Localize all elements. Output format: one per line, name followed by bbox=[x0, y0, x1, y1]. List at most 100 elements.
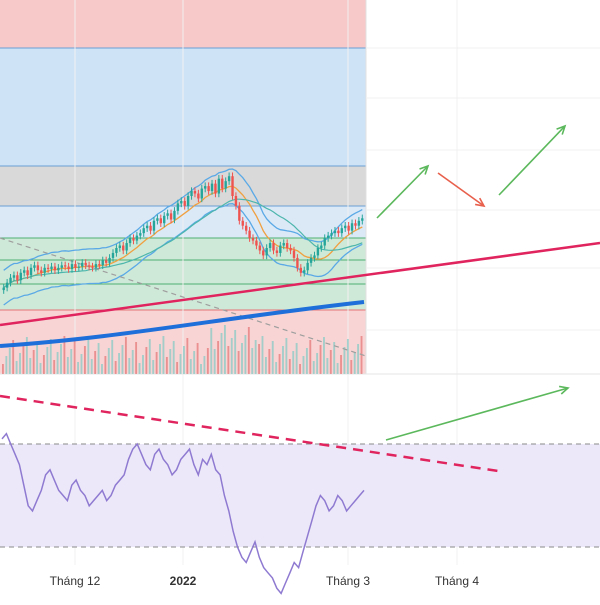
candle-body bbox=[282, 243, 285, 246]
candle-body bbox=[26, 270, 29, 276]
candle-body bbox=[285, 243, 289, 248]
volume-bar bbox=[234, 330, 237, 374]
forecast-arrow-up-2 bbox=[498, 125, 566, 196]
volume-bar bbox=[29, 358, 32, 374]
candle-body bbox=[210, 183, 214, 192]
candle-body bbox=[268, 243, 272, 248]
candle-body bbox=[19, 272, 22, 281]
volume-bar bbox=[15, 361, 18, 374]
volume-bar bbox=[159, 344, 161, 374]
volume-bar bbox=[39, 363, 42, 374]
volume-bar bbox=[319, 345, 322, 374]
volume-bar bbox=[210, 328, 213, 374]
candle-body bbox=[224, 181, 227, 189]
candle-body bbox=[347, 225, 350, 231]
candle-body bbox=[50, 266, 53, 270]
volume-bar bbox=[247, 327, 250, 374]
ma-teal bbox=[3, 198, 363, 289]
candle-body bbox=[36, 265, 40, 271]
volume-bar bbox=[142, 355, 144, 374]
volume-bar bbox=[217, 341, 220, 374]
candle-body bbox=[91, 266, 94, 268]
candle-body bbox=[132, 238, 135, 241]
x-tick-label: Tháng 3 bbox=[326, 574, 370, 588]
candle-body bbox=[265, 248, 268, 256]
bollinger-lower bbox=[3, 203, 363, 306]
volume-bar bbox=[278, 354, 281, 374]
volume-bar bbox=[104, 356, 107, 374]
candle-body bbox=[350, 223, 354, 231]
volume-bar bbox=[254, 340, 257, 374]
candle-body bbox=[275, 250, 279, 253]
candle-body bbox=[221, 178, 224, 189]
candle-body bbox=[12, 275, 16, 278]
candle-body bbox=[43, 267, 46, 273]
candle-body bbox=[152, 220, 156, 231]
candle-body bbox=[81, 262, 84, 267]
candle-body bbox=[111, 252, 115, 258]
candle-body bbox=[5, 282, 9, 288]
candle-body bbox=[337, 230, 340, 234]
candle-body bbox=[231, 176, 234, 196]
candle-body bbox=[289, 248, 292, 251]
candle-body bbox=[309, 257, 313, 263]
candle-body bbox=[9, 277, 12, 283]
volume-bar bbox=[200, 364, 202, 374]
volume-bar bbox=[323, 337, 325, 374]
volume-bar bbox=[70, 349, 73, 374]
candle-body bbox=[330, 233, 333, 236]
volume-bar bbox=[46, 347, 49, 374]
volume-bar bbox=[77, 362, 80, 374]
candle-body bbox=[149, 225, 152, 231]
candle-body bbox=[214, 183, 217, 194]
volume-bar bbox=[121, 345, 124, 374]
volume-bar bbox=[80, 354, 83, 374]
candle-body bbox=[197, 193, 200, 199]
candle-body bbox=[115, 248, 118, 253]
volume-bar bbox=[305, 348, 308, 374]
volume-bar bbox=[32, 350, 35, 374]
volume-bar bbox=[244, 335, 247, 374]
candle-body bbox=[84, 262, 87, 266]
volume-bar bbox=[223, 325, 226, 374]
volume-bar bbox=[53, 360, 56, 374]
candle-body bbox=[180, 200, 183, 204]
candle-body bbox=[33, 265, 36, 268]
candle-body bbox=[357, 220, 361, 226]
volume-bar bbox=[326, 358, 329, 374]
volume-bar bbox=[2, 364, 4, 374]
forecast-arrow-up-1 bbox=[376, 165, 429, 219]
candle-body bbox=[16, 275, 19, 281]
volume-bar bbox=[186, 338, 189, 374]
volume-bar bbox=[5, 356, 8, 374]
candle-body bbox=[279, 245, 282, 253]
volume-bar bbox=[155, 352, 158, 374]
volume-bar bbox=[251, 348, 254, 374]
volume-bar bbox=[176, 362, 179, 374]
volume-bar bbox=[227, 346, 230, 374]
candle-body bbox=[156, 218, 159, 221]
candle-body bbox=[234, 196, 238, 206]
volume-bar bbox=[275, 362, 278, 374]
volume-bar bbox=[292, 351, 295, 374]
volume-bar bbox=[343, 347, 346, 374]
volume-bar bbox=[128, 358, 131, 374]
candle-body bbox=[53, 266, 57, 271]
candle-body bbox=[122, 245, 125, 251]
candle-body bbox=[108, 257, 111, 263]
volume-bar bbox=[165, 357, 168, 374]
volume-bar bbox=[56, 352, 59, 374]
candle-body bbox=[98, 264, 101, 266]
volume-bar bbox=[118, 353, 120, 374]
volume-bar bbox=[36, 342, 39, 374]
candle-body bbox=[118, 245, 122, 248]
volume-bar bbox=[124, 337, 127, 374]
volume-bar bbox=[264, 357, 267, 374]
bollinger-upper bbox=[3, 168, 363, 271]
candle-body bbox=[186, 196, 190, 206]
forecast-arrow-up-2-head bbox=[556, 124, 567, 135]
volume-bar bbox=[336, 363, 339, 374]
volume-bar bbox=[346, 339, 349, 374]
volume-bar bbox=[60, 344, 62, 374]
